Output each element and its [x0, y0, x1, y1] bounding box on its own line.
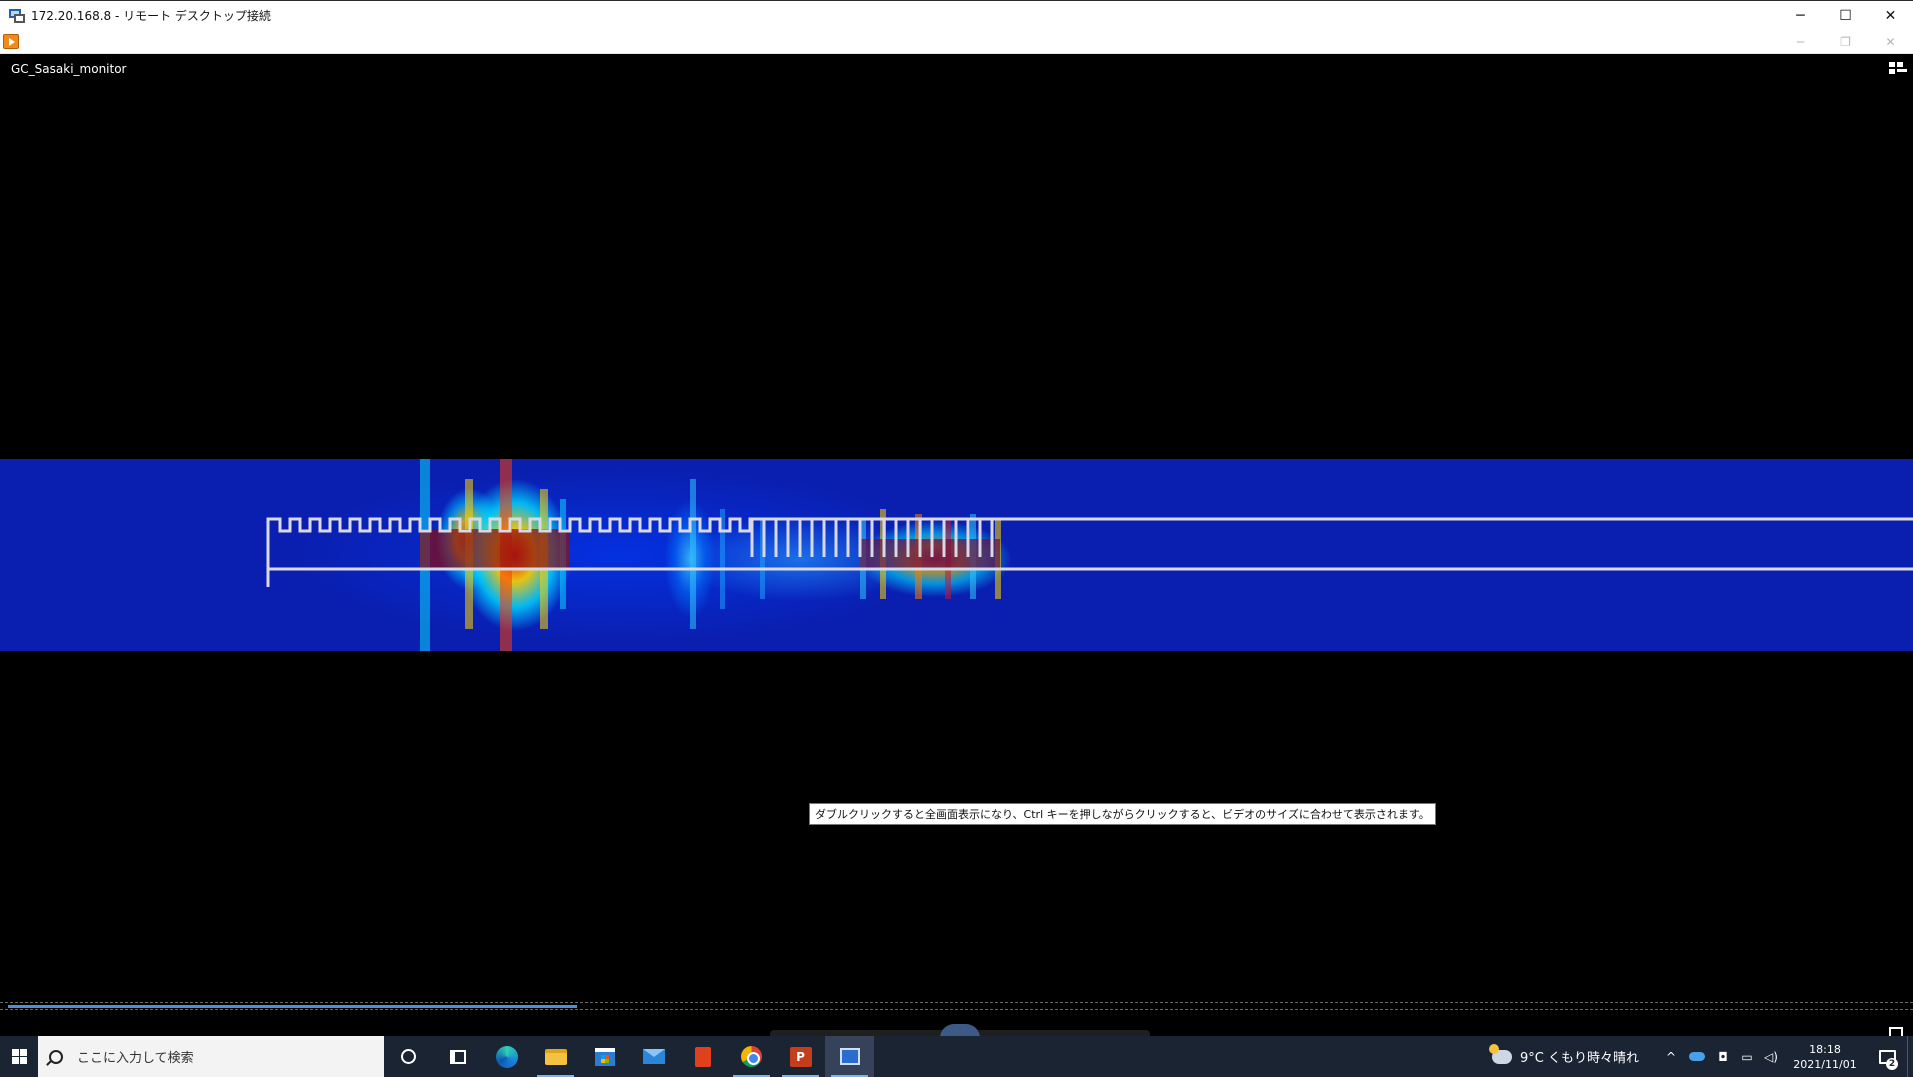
app-close-button[interactable]: ✕	[1885, 35, 1896, 49]
app-restore-button[interactable]: ❐	[1840, 35, 1851, 49]
system-tray: 9°C くもり時々晴れ ^ ◘ ▭ ◁) 18:18 2021/11/01 2	[1489, 1036, 1913, 1077]
mail-button[interactable]	[629, 1036, 678, 1077]
search-icon	[49, 1049, 63, 1064]
taskbar: ここに入力して検索 P 9°C くもり時々晴れ ^ ◘ ▭ ◁) 18:18 2…	[0, 1036, 1913, 1077]
mail-icon	[642, 1049, 665, 1064]
clock-date: 2021/11/01	[1793, 1057, 1857, 1071]
security-icon[interactable]: ◘	[1718, 1049, 1728, 1064]
seek-bar[interactable]	[0, 1002, 1913, 1010]
store-button[interactable]	[580, 1036, 629, 1077]
taskbar-search[interactable]: ここに入力して検索	[38, 1036, 384, 1077]
powerpoint-button[interactable]: P	[776, 1036, 825, 1077]
task-view-icon	[449, 1049, 466, 1064]
remote-desktop-button[interactable]	[825, 1036, 874, 1077]
spectrogram-image	[0, 459, 1913, 651]
show-desktop-button[interactable]	[1907, 1036, 1913, 1077]
store-icon	[594, 1047, 615, 1066]
pulse-trace	[266, 459, 1913, 651]
clock[interactable]: 18:18 2021/11/01	[1787, 1042, 1863, 1072]
edge-icon	[495, 1045, 518, 1068]
office-icon	[694, 1046, 711, 1067]
tray-chevron-icon[interactable]: ^	[1665, 1049, 1677, 1064]
monitor-name: GC_Sasaki_monitor	[11, 62, 127, 76]
window-title: 172.20.168.8 - リモート デスクトップ接続	[31, 9, 271, 23]
office-button[interactable]	[678, 1036, 727, 1077]
app-window-bar: ─ ❐ ✕	[0, 30, 1913, 54]
remote-desktop-icon	[9, 8, 25, 24]
windows-logo-icon	[11, 1049, 27, 1064]
network-icon[interactable]: ▭	[1741, 1049, 1753, 1064]
rdp-title-bar: 172.20.168.8 - リモート デスクトップ接続 ─ ☐ ✕	[0, 0, 1913, 30]
clock-time: 18:18	[1809, 1042, 1841, 1056]
powerpoint-icon: P	[789, 1046, 812, 1067]
notification-count: 2	[1886, 1058, 1898, 1070]
maximize-button[interactable]: ☐	[1839, 8, 1852, 24]
seek-progress	[8, 1005, 577, 1008]
chrome-button[interactable]	[727, 1036, 776, 1077]
close-button[interactable]: ✕	[1884, 8, 1897, 24]
video-tooltip: ダブルクリックすると全画面表示になり、Ctrl キーを押しながらクリックすると、…	[809, 803, 1436, 825]
minimize-button[interactable]: ─	[1796, 8, 1805, 24]
cortana-button[interactable]	[384, 1036, 433, 1077]
notification-button[interactable]: 2	[1867, 1036, 1907, 1077]
folder-icon	[544, 1048, 567, 1065]
video-player-icon	[3, 34, 19, 49]
search-placeholder: ここに入力して検索	[77, 1051, 194, 1066]
chrome-icon	[741, 1046, 762, 1067]
weather-text[interactable]: 9°C くもり時々晴れ	[1520, 1051, 1639, 1066]
video-display[interactable]: GC_Sasaki_monitor	[0, 54, 1913, 1036]
start-button[interactable]	[0, 1036, 38, 1077]
file-explorer-button[interactable]	[531, 1036, 580, 1077]
onedrive-icon[interactable]	[1689, 1052, 1705, 1061]
cortana-icon	[401, 1049, 416, 1064]
volume-icon[interactable]: ◁)	[1764, 1049, 1778, 1064]
app-minimize-button[interactable]: ─	[1796, 35, 1805, 49]
corner-restore-icon[interactable]	[1889, 1027, 1903, 1037]
pin-bar-handle[interactable]	[940, 1024, 980, 1038]
task-view-button[interactable]	[433, 1036, 482, 1077]
layout-grid-icon[interactable]	[1889, 62, 1907, 76]
weather-icon[interactable]	[1489, 1043, 1513, 1064]
edge-button[interactable]	[482, 1036, 531, 1077]
remote-desktop-icon	[839, 1048, 860, 1065]
